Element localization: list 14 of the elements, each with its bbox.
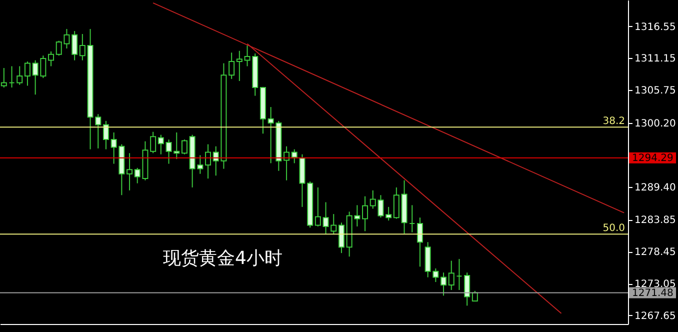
- y-tick-label: 1273.05: [634, 279, 676, 290]
- y-tick-label: 1278.45: [634, 247, 676, 258]
- y-tick-label: 1311.15: [634, 54, 676, 65]
- ref-line-label: 1294.29: [632, 152, 674, 164]
- y-tick-label: 1316.55: [634, 22, 676, 33]
- annotation: 50.0: [602, 223, 625, 234]
- y-tick-label: 1283.85: [634, 215, 676, 226]
- annotation: 38.2: [602, 116, 625, 128]
- y-tick-label: 1289.40: [634, 182, 676, 194]
- y-tick-label: 1305.75: [634, 86, 676, 97]
- y-tick-label: 1300.20: [634, 118, 676, 130]
- y-tick-label: 1267.65: [634, 310, 676, 322]
- text: 现货黄金4小时: [163, 248, 282, 269]
- ref-line-label: 1271.48: [632, 288, 674, 299]
